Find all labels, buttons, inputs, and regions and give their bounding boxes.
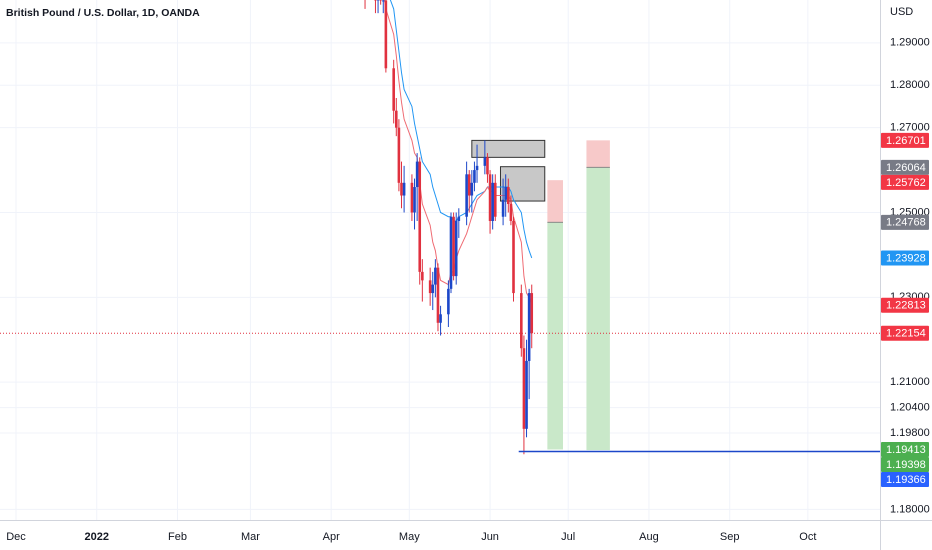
candle-body	[493, 182, 497, 217]
candle-body	[410, 182, 414, 213]
y-tick-label: 1.21000	[890, 376, 930, 388]
price-badge	[881, 132, 929, 148]
candle-body	[512, 220, 515, 294]
price-badge	[881, 325, 929, 341]
chart-title: British Pound / U.S. Dollar, 1D, OANDA	[6, 7, 200, 19]
candle-body	[384, 0, 388, 69]
candle-body	[449, 216, 453, 289]
candle-body	[501, 199, 505, 217]
candle-body	[506, 187, 510, 205]
price-badge	[881, 297, 929, 313]
x-tick-label: Feb	[168, 531, 187, 543]
y-tick-label: 1.19800	[890, 427, 930, 439]
price-labels: 1.26701 1.26064 1.25762 1.24768 1.23928 1.228…	[881, 132, 929, 487]
y-tick-label: 1.29000	[890, 37, 930, 49]
price-badge	[881, 214, 929, 230]
candle-body	[454, 220, 458, 277]
candle-body	[434, 267, 437, 285]
price-badge	[881, 159, 929, 175]
x-tick-label: Jun	[481, 531, 499, 543]
plot-area	[0, 0, 880, 455]
candle-body	[431, 284, 435, 294]
price-badge-label: 1.19366	[886, 474, 926, 486]
x-tick-label: Dec	[6, 531, 26, 543]
candle-body	[530, 293, 534, 334]
price-badge	[881, 456, 929, 472]
price-badge-label: 1.22154	[886, 328, 926, 340]
candle-body	[428, 280, 432, 294]
price-badge	[881, 250, 929, 266]
x-tick-label: Aug	[639, 531, 659, 543]
price-badge-label: 1.25762	[886, 177, 926, 189]
candle-body	[436, 267, 440, 323]
price-badge-label: 1.19398	[886, 459, 926, 471]
price-badge	[881, 441, 929, 457]
candle-body	[486, 157, 489, 175]
candle-body	[522, 348, 526, 429]
candle-body	[392, 68, 395, 111]
x-tick-label: May	[399, 531, 420, 543]
candle-body	[470, 182, 474, 196]
price-badge-label: 1.22813	[886, 300, 926, 312]
price-badge-label: 1.26064	[886, 162, 926, 174]
candle-body	[381, 0, 385, 2]
candle-body	[475, 165, 479, 171]
candle-body	[413, 187, 416, 213]
candle-body	[394, 110, 398, 128]
candle-body	[402, 182, 406, 196]
stop-zone	[586, 140, 610, 168]
candle-body	[504, 187, 507, 200]
y-tick-label: 1.28000	[890, 79, 930, 91]
price-badge-label: 1.24768	[886, 217, 926, 229]
candle-body	[400, 182, 403, 196]
moving-average	[389, 0, 533, 259]
candle-body	[509, 204, 513, 221]
price-badge	[881, 174, 929, 190]
x-tick-label: Apr	[323, 531, 340, 543]
y-tick-label: 1.18000	[890, 503, 930, 515]
candle-body	[527, 293, 531, 361]
candle-body	[421, 271, 424, 281]
candle-body	[525, 360, 528, 429]
price-badge-label: 1.19413	[886, 444, 926, 456]
candle-body	[397, 127, 401, 183]
axes: 1.290001.280001.270001.250001.230001.210…	[6, 37, 930, 543]
currency-label: USD	[890, 6, 913, 18]
price-badge-label: 1.26701	[886, 135, 926, 147]
target-zone	[547, 222, 563, 450]
stop-zone	[547, 180, 563, 223]
candle-body	[467, 174, 471, 196]
x-tick-label: Sep	[720, 531, 740, 543]
price-badge	[881, 471, 929, 487]
moving-average	[383, 0, 533, 306]
x-tick-label: Mar	[241, 531, 260, 543]
candle-body	[447, 288, 450, 315]
target-zone	[586, 167, 610, 451]
price-badge-label: 1.23928	[886, 252, 926, 264]
x-tick-label: Oct	[799, 531, 816, 543]
candle-body	[439, 314, 442, 323]
x-tick-label: 2022	[84, 531, 108, 543]
y-tick-label: 1.27000	[890, 122, 930, 134]
candle-body	[483, 157, 487, 166]
y-tick-label: 1.20400	[890, 402, 930, 414]
grid	[0, 0, 880, 520]
candle-body	[452, 216, 455, 277]
candle-body	[418, 161, 422, 272]
x-tick-label: Jul	[561, 531, 575, 543]
candle-body	[415, 161, 419, 188]
candle-body	[491, 182, 494, 221]
zone	[471, 139, 546, 158]
candle-body	[457, 216, 461, 221]
candle-body	[473, 170, 476, 183]
candle-body	[520, 293, 523, 349]
candle-body	[465, 174, 468, 217]
candle-body	[488, 174, 492, 221]
